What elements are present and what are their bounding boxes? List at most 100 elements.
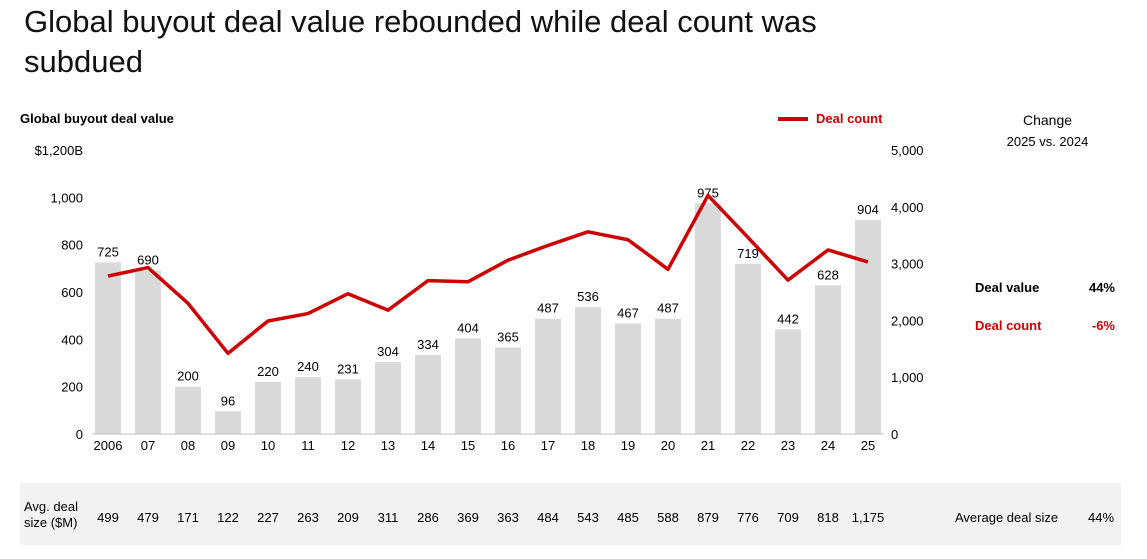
change-deal-value: Deal value 44%	[975, 280, 1115, 295]
bar	[815, 285, 841, 434]
x-axis-tick: 12	[341, 438, 355, 453]
bar	[175, 386, 201, 434]
x-axis-tick: 2006	[94, 438, 123, 453]
bar-value-label: 467	[617, 305, 639, 320]
bar	[255, 381, 281, 434]
left-axis-tick: 200	[61, 380, 83, 395]
right-axis-tick: 2,000	[891, 313, 924, 328]
x-axis-tick: 19	[621, 438, 635, 453]
x-axis-tick: 23	[781, 438, 795, 453]
x-axis-tick: 13	[381, 438, 395, 453]
avg-deal-size-value: 485	[617, 510, 639, 525]
chart-label: Global buyout deal value	[20, 111, 174, 126]
bar	[215, 411, 241, 434]
bar-value-label: 719	[737, 246, 759, 261]
right-axis-tick: 1,000	[891, 370, 924, 385]
left-axis-tick: 600	[61, 285, 83, 300]
left-axis-tick: 800	[61, 238, 83, 253]
bar	[695, 203, 721, 434]
avg-summary-value: 44%	[1088, 510, 1115, 525]
bar	[95, 262, 121, 434]
avg-deal-size-value: 499	[97, 510, 119, 525]
change-header: Change 2025 vs. 2024	[990, 109, 1105, 153]
avg-deal-size-value: 776	[737, 510, 759, 525]
avg-deal-size-value: 879	[697, 510, 719, 525]
avg-deal-size-value: 286	[417, 510, 439, 525]
x-axis-tick: 17	[541, 438, 555, 453]
avg-deal-size-band	[20, 483, 1121, 545]
x-axis-tick: 20	[661, 438, 675, 453]
bar	[575, 307, 601, 434]
bar-value-label: 304	[377, 344, 399, 359]
x-axis-tick: 24	[821, 438, 835, 453]
bar	[615, 323, 641, 434]
bar-value-label: 240	[297, 359, 319, 374]
bar	[375, 362, 401, 434]
legend-deal-count-label: Deal count	[816, 111, 883, 126]
left-axis-tick: 1,000	[50, 190, 83, 205]
right-axis-tick: 3,000	[891, 257, 924, 272]
x-axis-tick: 16	[501, 438, 515, 453]
avg-deal-size-value: 479	[137, 510, 159, 525]
left-axis-tick: 400	[61, 332, 83, 347]
avg-deal-size-value: 363	[497, 510, 519, 525]
bar-value-label: 334	[417, 337, 439, 352]
bar-value-label: 365	[497, 330, 519, 345]
bar-value-label: 220	[257, 364, 279, 379]
bar	[735, 263, 761, 434]
change-deal-count-pct: -6%	[1091, 318, 1115, 333]
bar	[655, 318, 681, 434]
x-axis-tick: 11	[301, 438, 315, 453]
legend: Deal count	[778, 111, 882, 126]
avg-deal-size-value: 171	[177, 510, 199, 525]
x-axis-tick: 25	[861, 438, 875, 453]
avg-deal-size-value: 369	[457, 510, 479, 525]
x-axis-tick: 07	[141, 438, 155, 453]
bar-value-label: 487	[657, 301, 679, 316]
page-title: Global buyout deal value rebounded while…	[24, 4, 817, 79]
bar-value-label: 904	[857, 202, 879, 217]
x-axis-tick: 08	[181, 438, 195, 453]
right-axis-tick: 4,000	[891, 200, 924, 215]
avg-deal-size-value: 543	[577, 510, 599, 525]
bar-value-label: 442	[777, 311, 799, 326]
avg-deal-size-value: 709	[777, 510, 799, 525]
bar-value-label: 231	[337, 361, 359, 376]
avg-deal-size-label-line1: Avg. deal	[24, 499, 78, 514]
avg-deal-size-value: 311	[377, 510, 399, 525]
change-title: Change	[1022, 112, 1073, 128]
bar	[455, 338, 481, 434]
avg-deal-size-label: Avg. deal size ($M)	[24, 499, 78, 531]
bar	[495, 347, 521, 434]
bar-value-label: 725	[97, 244, 119, 259]
change-period: 2025 vs. 2024	[1006, 134, 1089, 149]
x-axis-tick: 10	[261, 438, 275, 453]
bar	[335, 379, 361, 434]
bar-value-label: 690	[137, 253, 159, 268]
x-axis-tick: 14	[421, 438, 435, 453]
bar	[135, 270, 161, 434]
bar-value-label: 200	[177, 369, 199, 384]
avg-deal-size-value: 818	[817, 510, 839, 525]
bar-value-label: 975	[697, 185, 719, 200]
right-axis-tick: 5,000	[891, 143, 924, 158]
right-axis-tick: 0	[891, 427, 898, 442]
bar	[415, 354, 441, 434]
bar-value-label: 96	[221, 393, 235, 408]
legend-line-swatch	[778, 116, 808, 121]
bar-value-label: 628	[817, 267, 839, 282]
combo-chart: 0 200 400 600 800 1,000 $1,200B 0 1,000 2,000 3,00…	[35, 143, 924, 453]
avg-deal-size-label-line2: size ($M)	[24, 515, 78, 530]
x-axis-tick: 21	[701, 438, 715, 453]
avg-deal-size-value: 484	[537, 510, 559, 525]
change-deal-count: Deal count -6%	[975, 318, 1115, 333]
left-axis-tick: $1,200B	[35, 143, 83, 158]
change-deal-value-pct: 44%	[1088, 280, 1115, 295]
bar-value-label: 487	[537, 301, 559, 316]
avg-deal-size-value: 227	[257, 510, 279, 525]
avg-deal-size-value: 122	[217, 510, 239, 525]
change-deal-count-label: Deal count	[975, 318, 1042, 333]
avg-deal-size-value: 1,175	[851, 510, 885, 525]
x-axis-tick: 22	[741, 438, 755, 453]
avg-deal-size-value: 588	[657, 510, 679, 525]
